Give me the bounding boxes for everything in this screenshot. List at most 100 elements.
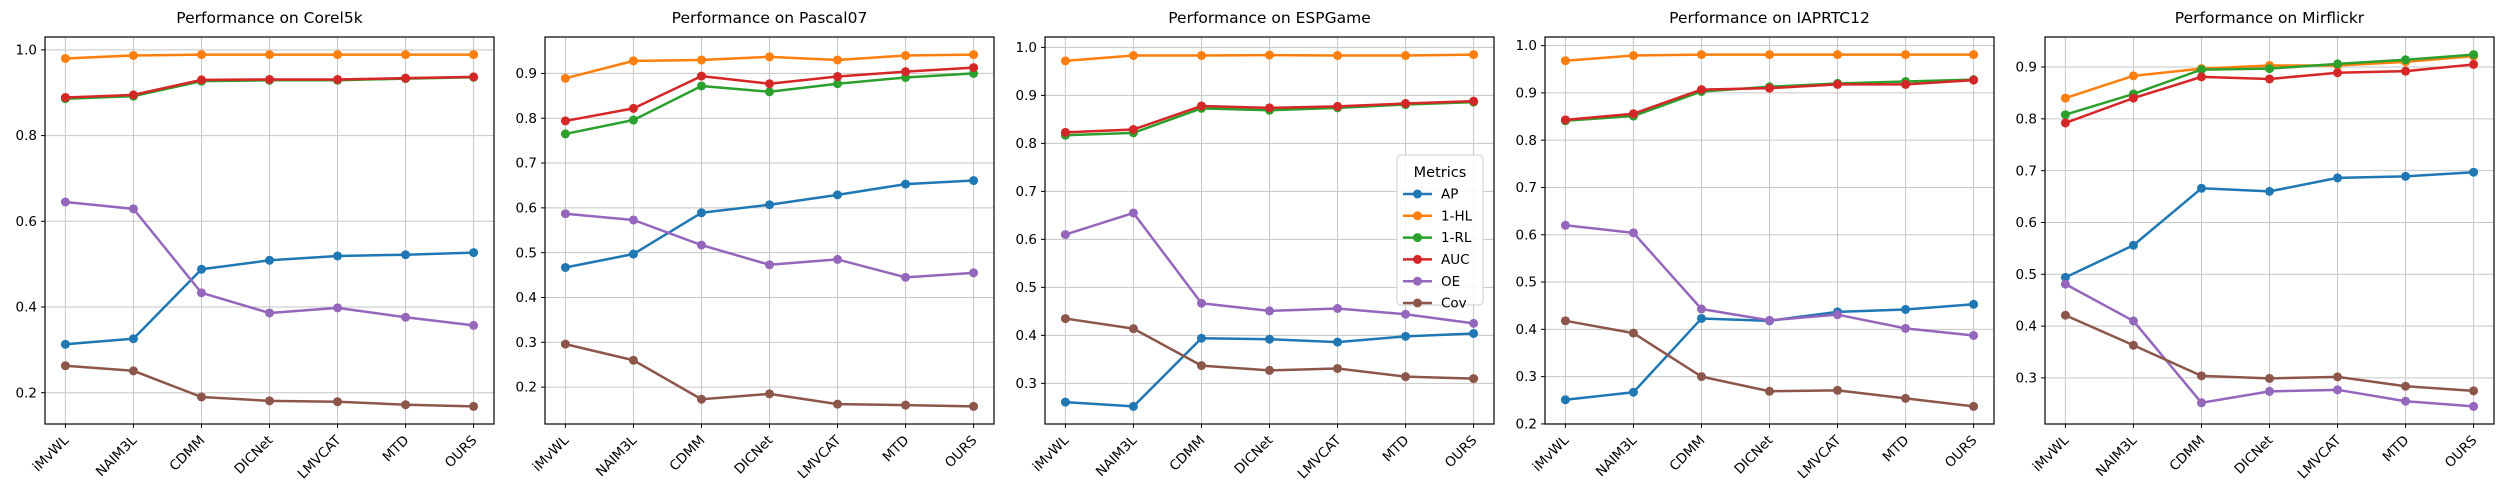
x-tick-label: CDMM <box>166 433 208 475</box>
x-tick-label: MTD <box>380 433 413 466</box>
data-point <box>1765 50 1774 60</box>
series-OE <box>60 197 479 330</box>
plot-area-pascal07: 0.2 0.3 0.4 0.5 0.6 0.7 0.8 0.9 iMvWL NAIM3L CDMM D… <box>516 36 995 482</box>
legend-sample-marker <box>1413 189 1422 199</box>
chart-mirflickr: 0.3 0.4 0.5 0.6 0.7 0.8 0.9 iMvWL NAIM3L CDMM DICN… <box>2000 0 2500 500</box>
legend-label: Cov <box>1441 296 1467 312</box>
data-point <box>1401 372 1411 382</box>
data-point <box>1128 401 1138 411</box>
data-point <box>560 209 570 219</box>
grid <box>45 37 494 424</box>
series-OE <box>560 209 979 282</box>
y-tick-label: 0.8 <box>1516 133 1537 149</box>
axis-ticks <box>541 72 975 428</box>
data-point <box>333 50 343 60</box>
data-point <box>2401 171 2411 181</box>
data-point <box>1060 314 1070 324</box>
data-point <box>1196 101 1206 111</box>
data-point <box>1265 306 1274 316</box>
data-point <box>1765 386 1774 396</box>
legend-label: AP <box>1441 187 1458 203</box>
data-point <box>2469 401 2479 411</box>
data-point <box>2469 50 2479 60</box>
data-point <box>469 401 479 411</box>
x-tick-label: DICNet <box>231 433 276 478</box>
data-point <box>265 396 274 406</box>
data-point <box>1833 310 1843 320</box>
y-tick-label: 0.6 <box>2016 215 2037 231</box>
data-point <box>560 262 570 272</box>
data-point <box>1560 115 1570 125</box>
data-point <box>1696 372 1706 382</box>
axis-ticks <box>1041 46 1475 428</box>
x-tick-label: NAIM3L <box>1593 432 1641 480</box>
data-point <box>2401 66 2411 76</box>
data-point <box>2333 68 2343 78</box>
y-tick-label: 0.6 <box>1016 232 1037 248</box>
x-tick-label: MTD <box>1380 433 1413 466</box>
data-point <box>833 399 843 409</box>
x-tick-label: OURS <box>942 433 981 472</box>
data-point <box>560 339 570 349</box>
grid <box>2045 37 2494 424</box>
plot-area-mirflickr: 0.3 0.4 0.5 0.6 0.7 0.8 0.9 iMvWL NAIM3L CDMM DICN… <box>2016 36 2495 482</box>
legend: Metrics AP 1-HL 1-RL AUC OE Cov <box>1396 154 1484 312</box>
data-point <box>265 255 274 265</box>
x-tick-label: OURS <box>1442 433 1481 472</box>
x-tick-label: CDMM <box>1166 433 1208 475</box>
data-point <box>1469 96 1479 106</box>
data-point <box>1401 99 1411 109</box>
data-point <box>2265 186 2274 196</box>
plot-border <box>44 36 495 425</box>
data-point <box>1901 304 1911 314</box>
data-point <box>1833 385 1843 395</box>
legend-label: OE <box>1441 274 1460 290</box>
data-point <box>1333 101 1343 111</box>
data-point <box>765 79 774 89</box>
data-point <box>2196 72 2206 82</box>
data-point <box>2060 279 2070 289</box>
data-point <box>2060 110 2070 120</box>
x-tick-label: OURS <box>442 433 481 472</box>
x-tick-label: LMVCAT <box>2295 432 2345 482</box>
series-AUC <box>1060 96 1479 137</box>
data-point <box>833 72 843 82</box>
data-point <box>2060 310 2070 320</box>
chart-corel5k: 0.2 0.4 0.6 0.8 1.0 iMvWL NAIM3L CDMM DICNet LMVC… <box>0 0 500 500</box>
data-point <box>60 339 70 349</box>
y-tick-label: 0.2 <box>1516 417 1537 433</box>
series-Cov <box>560 339 979 411</box>
data-point <box>560 116 570 126</box>
data-point <box>2128 93 2138 103</box>
x-tick-label: iMvWL <box>30 432 73 475</box>
data-point <box>1401 309 1411 319</box>
data-point <box>1128 324 1138 334</box>
data-point <box>1560 56 1570 66</box>
series-Cov <box>1560 316 1979 411</box>
data-point <box>628 249 638 259</box>
data-point <box>196 288 206 298</box>
data-point <box>469 72 479 82</box>
data-point <box>1560 220 1570 230</box>
data-point <box>1901 323 1911 333</box>
x-tick-label: LMVCAT <box>795 432 845 482</box>
data-point <box>265 50 274 60</box>
series-Cov <box>60 361 479 411</box>
y-tick-label: 0.7 <box>2016 163 2037 179</box>
data-point <box>696 81 706 91</box>
x-tick-label: NAIM3L <box>593 432 641 480</box>
y-tick-label: 0.5 <box>516 245 537 261</box>
data-point <box>1196 361 1206 371</box>
data-point <box>2128 340 2138 350</box>
chart-pascal07: 0.2 0.3 0.4 0.5 0.6 0.7 0.8 0.9 iMvWL NAIM3L CDMM D… <box>500 0 1000 500</box>
data-point <box>2060 93 2070 103</box>
data-point <box>765 52 774 62</box>
data-point <box>1333 363 1343 373</box>
x-tick-label: LMVCAT <box>1295 432 1345 482</box>
data-point <box>833 254 843 264</box>
data-point <box>469 248 479 258</box>
x-tick-label: iMvWL <box>1030 432 1073 475</box>
x-tick-label: DICNet <box>2231 433 2276 478</box>
data-point <box>333 74 343 84</box>
